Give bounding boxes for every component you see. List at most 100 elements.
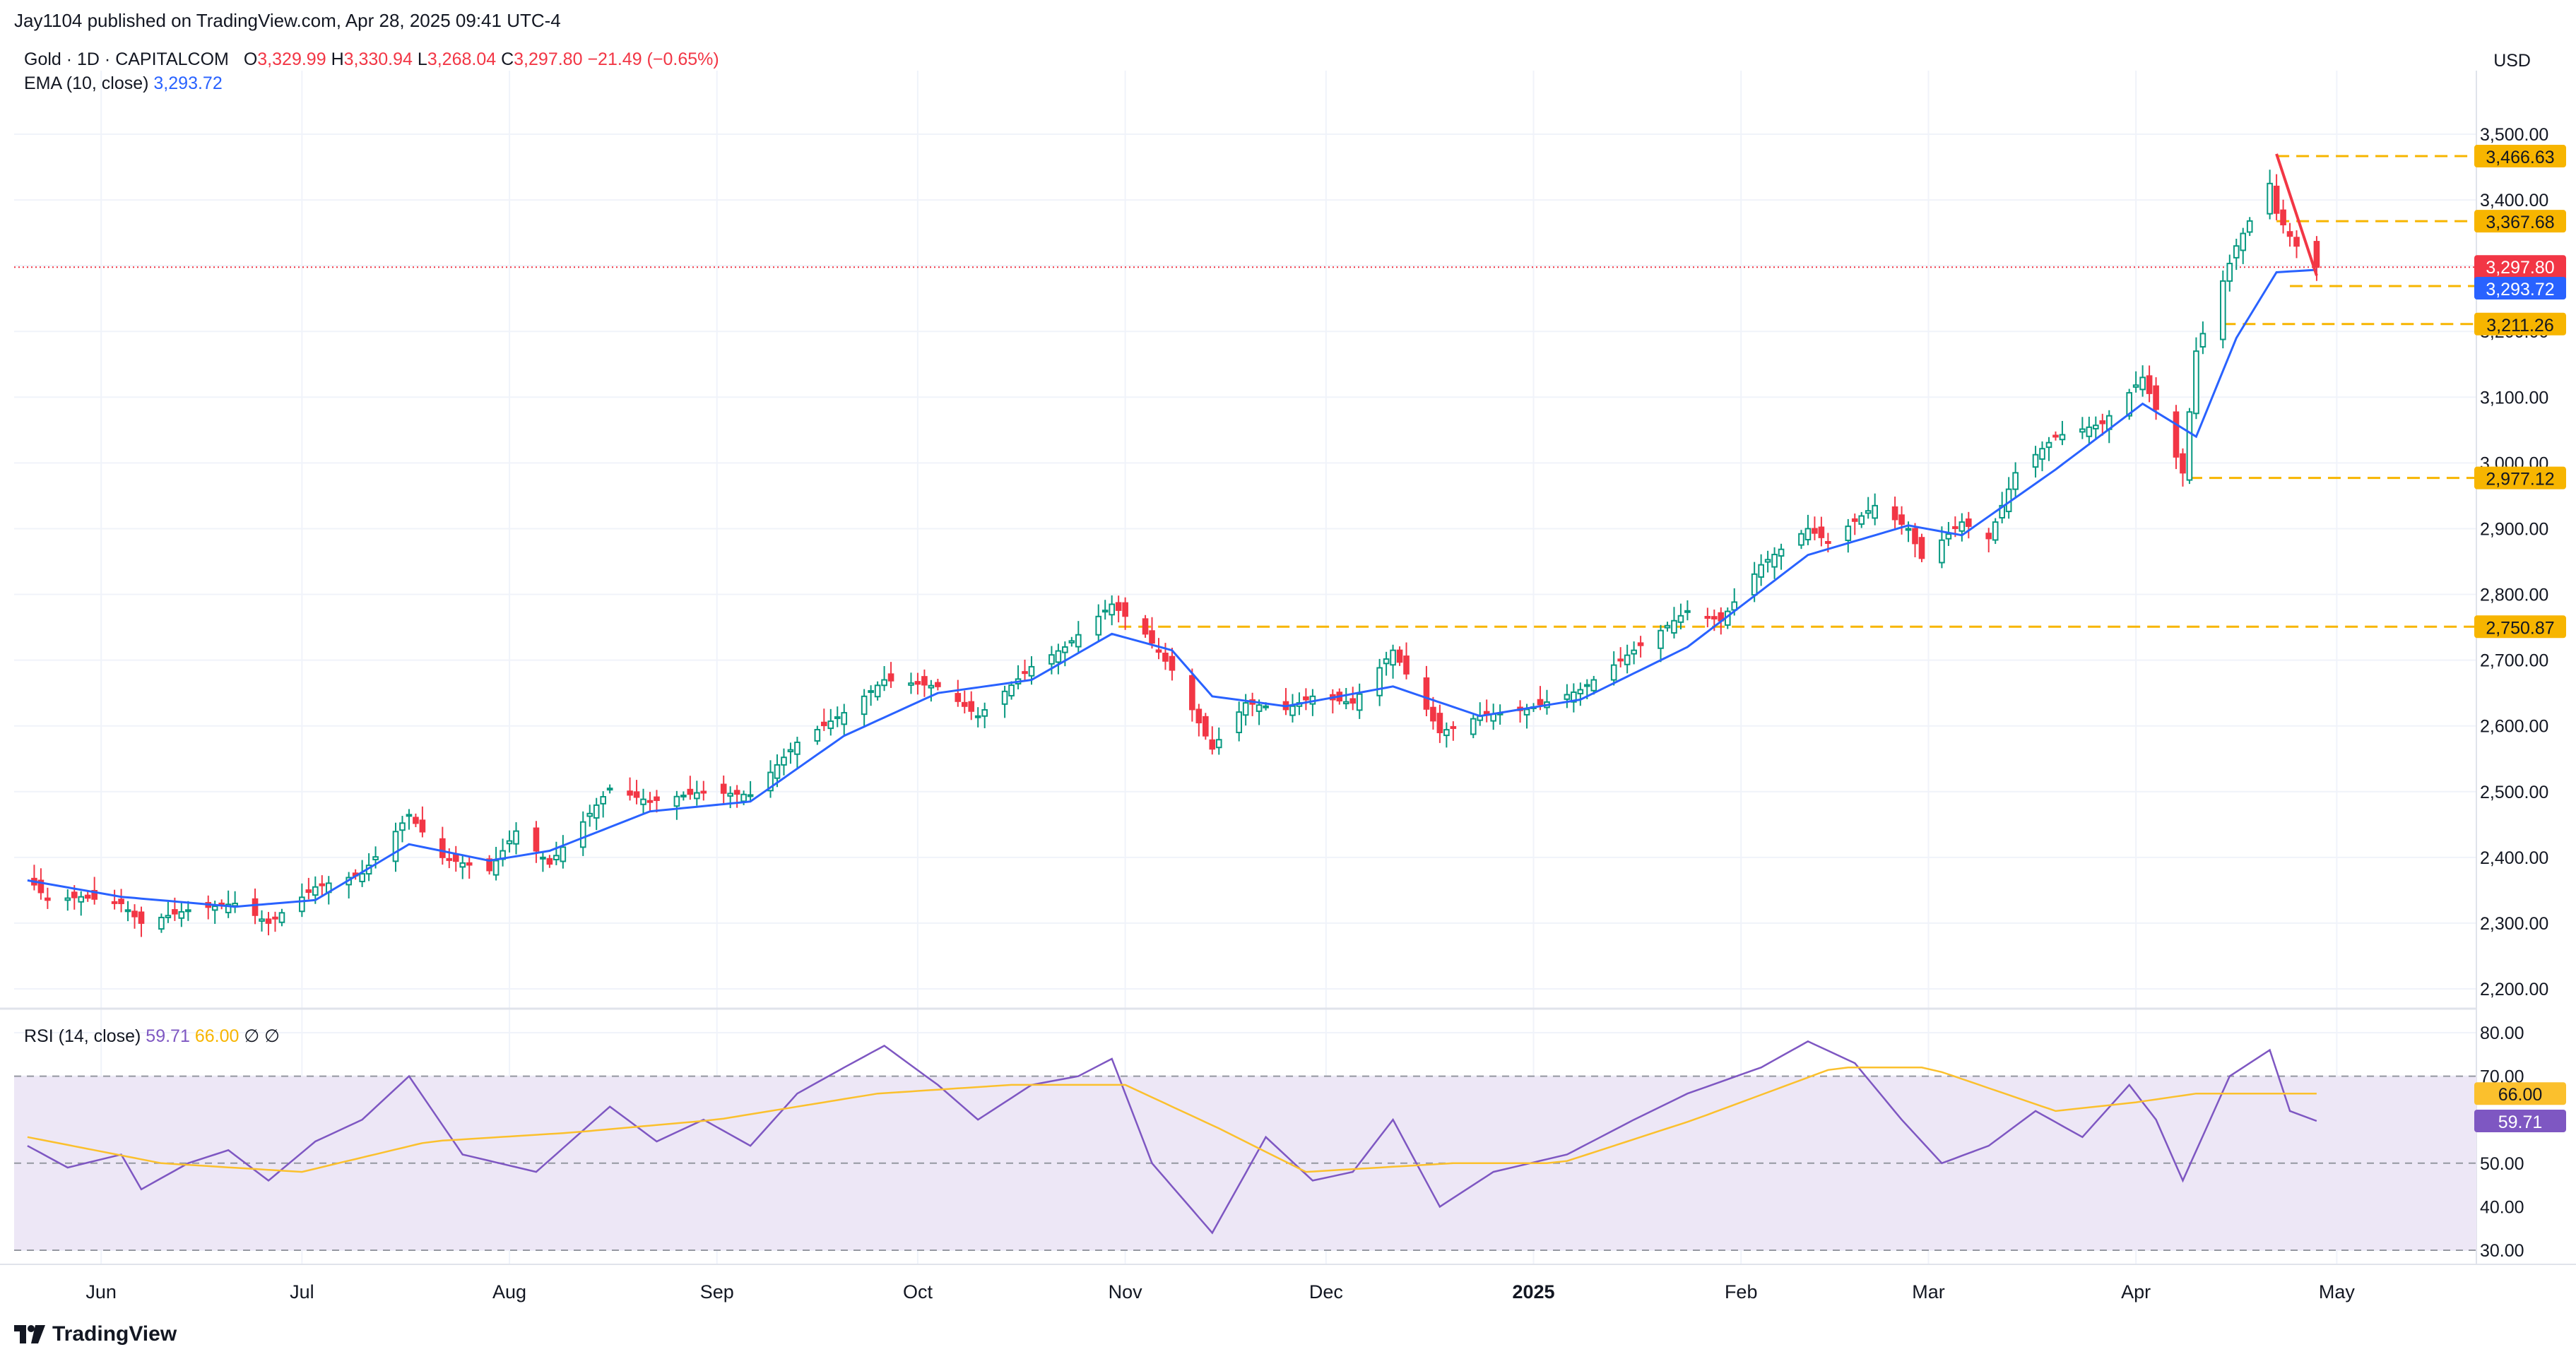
candle[interactable]	[124, 901, 131, 922]
candle[interactable]	[406, 809, 413, 830]
candle[interactable]	[2059, 420, 2066, 446]
candle[interactable]	[2199, 321, 2206, 355]
candle[interactable]	[1577, 682, 1584, 706]
candle[interactable]	[2286, 222, 2293, 247]
candle[interactable]	[1403, 642, 1410, 680]
candle[interactable]	[1022, 659, 1028, 680]
candle[interactable]	[1812, 516, 1818, 540]
candle[interactable]	[1015, 665, 1022, 689]
candle[interactable]	[392, 822, 399, 872]
candle[interactable]	[1443, 722, 1450, 748]
candle[interactable]	[2293, 230, 2300, 259]
candle[interactable]	[1149, 617, 1155, 649]
candle[interactable]	[1195, 704, 1203, 737]
candle[interactable]	[921, 669, 928, 697]
candle[interactable]	[1865, 497, 1872, 519]
candle[interactable]	[868, 685, 874, 706]
candle[interactable]	[1242, 694, 1249, 726]
candle[interactable]	[533, 821, 540, 863]
candle[interactable]	[1631, 641, 1637, 665]
candle[interactable]	[1637, 636, 1644, 658]
candle[interactable]	[1349, 687, 1357, 711]
candle[interactable]	[1517, 700, 1523, 723]
candle[interactable]	[1758, 554, 1764, 586]
candle[interactable]	[1376, 658, 1383, 706]
candle[interactable]	[1891, 497, 1898, 528]
candle[interactable]	[1945, 521, 1952, 546]
candle[interactable]	[158, 913, 165, 933]
candle[interactable]	[513, 822, 519, 855]
candle[interactable]	[1818, 516, 1825, 547]
candle[interactable]	[2240, 227, 2247, 264]
candle[interactable]	[794, 737, 800, 768]
candle[interactable]	[1898, 506, 1905, 535]
candle[interactable]	[252, 888, 259, 925]
tradingview-brand[interactable]: TradingView	[14, 1322, 177, 1346]
candle[interactable]	[1858, 511, 1865, 528]
candle[interactable]	[1115, 595, 1122, 623]
candle[interactable]	[1804, 514, 1812, 545]
candle[interactable]	[2186, 408, 2193, 485]
candle[interactable]	[1430, 696, 1436, 730]
candle[interactable]	[1189, 668, 1195, 722]
candle[interactable]	[2226, 254, 2233, 292]
candle[interactable]	[747, 781, 754, 802]
candle[interactable]	[654, 790, 660, 813]
candle[interactable]	[1289, 694, 1296, 723]
candle[interactable]	[2086, 416, 2093, 446]
candle[interactable]	[1918, 533, 1925, 562]
candle[interactable]	[31, 865, 37, 891]
candle[interactable]	[1912, 523, 1918, 557]
candle[interactable]	[1664, 622, 1671, 632]
candle[interactable]	[2146, 365, 2153, 403]
candle[interactable]	[874, 681, 881, 701]
candle[interactable]	[781, 748, 787, 776]
candle[interactable]	[1845, 518, 1852, 553]
candle[interactable]	[2246, 217, 2253, 237]
candle[interactable]	[345, 872, 352, 899]
candle[interactable]	[118, 889, 124, 913]
candle[interactable]	[278, 908, 285, 927]
candle[interactable]	[1209, 726, 1216, 755]
candle[interactable]	[2005, 477, 2012, 519]
candle[interactable]	[1544, 689, 1550, 715]
candle[interactable]	[91, 877, 98, 905]
candle[interactable]	[1771, 547, 1778, 579]
candle[interactable]	[419, 806, 426, 838]
candle[interactable]	[1101, 600, 1109, 620]
candle[interactable]	[205, 895, 212, 920]
candle[interactable]	[1658, 624, 1664, 663]
candle[interactable]	[259, 910, 265, 932]
candle[interactable]	[646, 792, 654, 812]
candle[interactable]	[1122, 597, 1128, 630]
candle[interactable]	[1303, 688, 1309, 711]
candle[interactable]	[1142, 615, 1149, 638]
candle[interactable]	[2267, 170, 2273, 220]
candle[interactable]	[767, 760, 774, 798]
candle[interactable]	[2132, 371, 2139, 393]
candle[interactable]	[165, 901, 172, 923]
candle[interactable]	[720, 775, 727, 804]
candle[interactable]	[1356, 683, 1363, 719]
candle[interactable]	[178, 901, 185, 927]
candle[interactable]	[2093, 416, 2099, 439]
candle[interactable]	[439, 826, 446, 865]
candle[interactable]	[981, 702, 988, 728]
candle[interactable]	[1496, 704, 1503, 725]
candle[interactable]	[1590, 675, 1597, 695]
candle[interactable]	[2220, 270, 2226, 349]
candle[interactable]	[78, 891, 85, 916]
candle[interactable]	[908, 672, 914, 694]
candle[interactable]	[700, 781, 707, 801]
candle[interactable]	[1798, 530, 1804, 550]
candle[interactable]	[45, 887, 51, 909]
candle[interactable]	[694, 781, 700, 806]
candle[interactable]	[546, 855, 553, 868]
candle[interactable]	[2052, 431, 2059, 441]
candle[interactable]	[600, 791, 606, 818]
candle[interactable]	[627, 777, 633, 801]
candle[interactable]	[1342, 688, 1349, 710]
candle[interactable]	[64, 889, 71, 911]
candle[interactable]	[1396, 646, 1403, 666]
